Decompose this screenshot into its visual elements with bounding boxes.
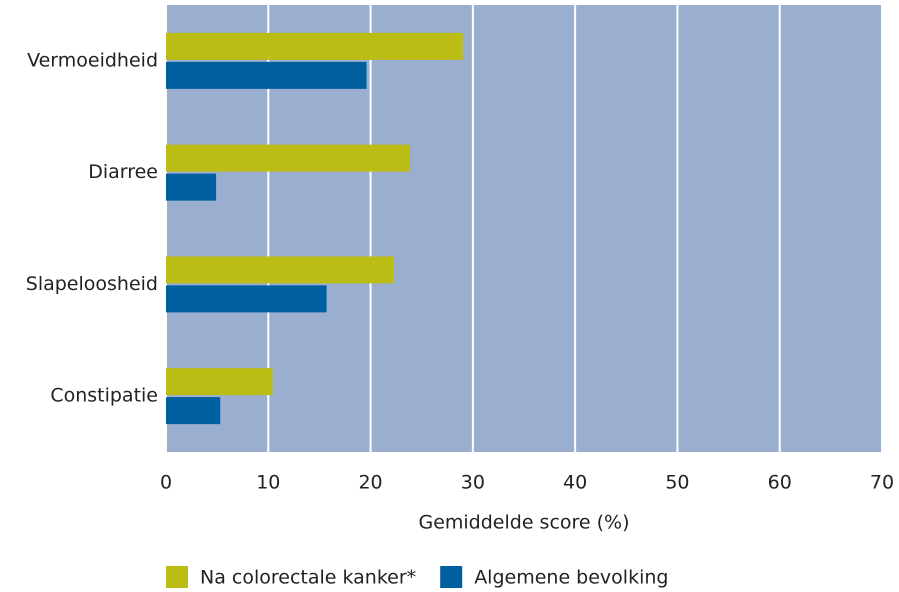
bar <box>166 61 367 89</box>
bar <box>166 397 221 425</box>
x-axis-label: Gemiddelde score (%) <box>418 512 629 534</box>
x-tick-label: 10 <box>256 472 280 494</box>
legend-label: Algemene bevolking <box>474 567 668 589</box>
legend-label: Na colorectale kanker* <box>200 567 416 589</box>
bar <box>166 32 463 60</box>
bar <box>166 173 217 201</box>
x-tick-label: 50 <box>665 472 689 494</box>
bar <box>166 368 273 396</box>
bar <box>166 256 394 284</box>
legend-swatch <box>166 566 188 588</box>
bar <box>166 285 327 313</box>
y-tick-label: Vermoeidheid <box>27 49 158 71</box>
x-tick-label: 60 <box>768 472 792 494</box>
bar <box>166 144 410 172</box>
y-tick-label: Slapeloosheid <box>26 273 158 295</box>
y-tick-label: Diarree <box>88 161 158 183</box>
y-tick-label: Constipatie <box>50 385 158 407</box>
x-tick-label: 30 <box>461 472 485 494</box>
legend-swatch <box>440 566 463 588</box>
x-tick-label: 0 <box>160 472 172 494</box>
x-tick-label: 40 <box>563 472 587 494</box>
x-tick-label: 70 <box>870 472 894 494</box>
x-tick-label: 20 <box>358 472 382 494</box>
